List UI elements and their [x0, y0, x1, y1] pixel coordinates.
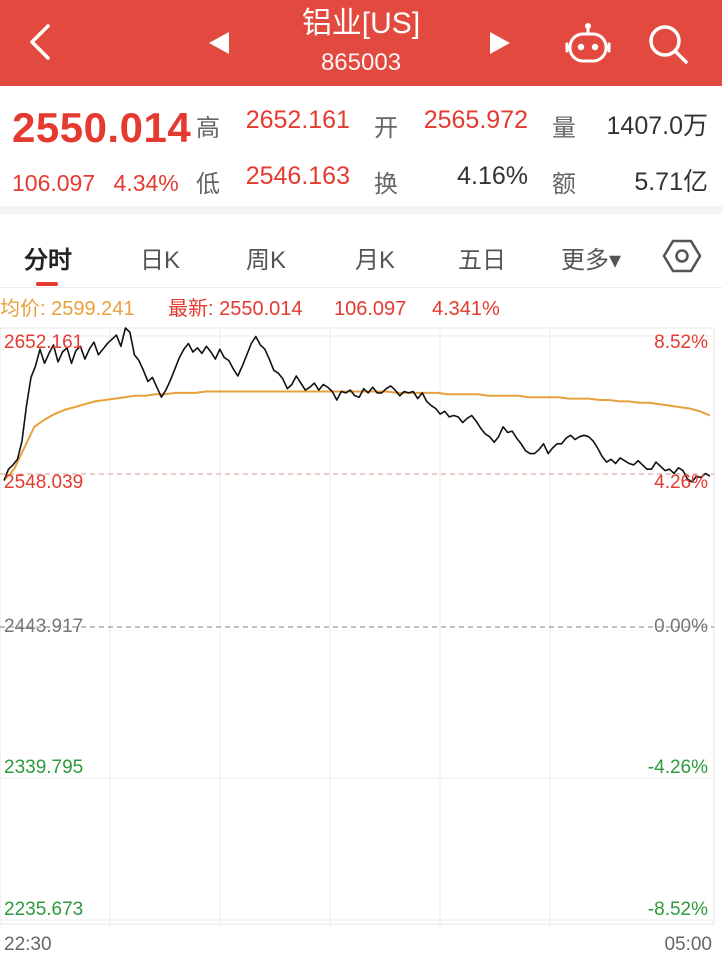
- y-tick-left: 2339.795: [4, 757, 83, 778]
- average-price: 均价: 2599.241: [0, 298, 135, 320]
- turnover-label: 换: [374, 171, 398, 198]
- axis-labels: 2652.161 2548.039 2443.917 2339.795 2235.673…: [4, 332, 712, 955]
- change-percent: 4.34%: [113, 170, 179, 196]
- amount-label: 额: [552, 171, 576, 198]
- tab-intraday[interactable]: 分时: [24, 247, 72, 274]
- y-tick-left: 2235.673: [4, 899, 83, 920]
- chart-grid: [0, 327, 715, 928]
- average-price-series: [3, 390, 711, 482]
- tab-daily-k[interactable]: 日K: [139, 247, 180, 274]
- tab-five-day[interactable]: 五日: [458, 247, 506, 274]
- high-label: 高: [196, 115, 220, 142]
- amount-value: 5.71亿: [634, 168, 708, 196]
- x-tick-end: 05:00: [664, 934, 712, 955]
- y-tick-right: -4.26%: [648, 757, 708, 778]
- robot-icon[interactable]: [565, 22, 611, 66]
- latest-price: 最新: 2550.014: [168, 298, 303, 320]
- quote-panel: 2550.014 106.097 4.34% 高 2652.161 低 2546…: [0, 86, 722, 214]
- price-series: [3, 327, 711, 483]
- x-tick-start: 22:30: [4, 934, 52, 955]
- latest-change: 106.097: [334, 298, 407, 320]
- tab-monthly-k[interactable]: 月K: [354, 247, 395, 274]
- back-arrow-icon[interactable]: [22, 22, 58, 62]
- y-tick-left: 2548.039: [4, 472, 83, 493]
- y-tick-right: 0.00%: [654, 616, 708, 637]
- high-value: 2652.161: [245, 106, 350, 134]
- tab-more[interactable]: 更多▾: [560, 247, 622, 274]
- average-price-line: [3, 390, 711, 482]
- y-tick-right: -8.52%: [648, 899, 708, 920]
- active-tab-indicator: [36, 282, 58, 286]
- turnover-value: 4.16%: [457, 162, 528, 190]
- chart-tabs: 分时 日K 周K 月K 五日 更多▾: [0, 222, 722, 288]
- current-price: 2550.014: [12, 104, 192, 151]
- change-value: 106.097: [12, 170, 96, 196]
- chart-frame: [0, 327, 715, 925]
- low-value: 2546.163: [245, 162, 350, 190]
- price-change: 106.097 4.34%: [12, 170, 179, 197]
- y-tick-left: 2443.917: [4, 616, 83, 637]
- y-tick-right: 8.52%: [654, 332, 708, 353]
- price-line: [3, 327, 711, 483]
- chart-info-line: 均价: 2599.241 最新: 2550.014 106.097 4.341%: [0, 294, 722, 324]
- latest-percent: 4.341%: [432, 298, 500, 320]
- volume-label: 量: [552, 115, 576, 142]
- y-tick-right: 4.26%: [654, 472, 708, 493]
- volume-value: 1407.0万: [606, 112, 708, 140]
- tab-weekly-k[interactable]: 周K: [245, 247, 286, 274]
- prev-triangle-icon[interactable]: [205, 30, 233, 56]
- next-triangle-icon[interactable]: [486, 30, 514, 56]
- open-label: 开: [374, 115, 398, 142]
- settings-hexagon-icon[interactable]: [662, 236, 702, 276]
- y-tick-left: 2652.161: [4, 332, 83, 353]
- open-value: 2565.972: [423, 106, 528, 134]
- low-label: 低: [196, 171, 220, 198]
- search-icon[interactable]: [646, 22, 690, 66]
